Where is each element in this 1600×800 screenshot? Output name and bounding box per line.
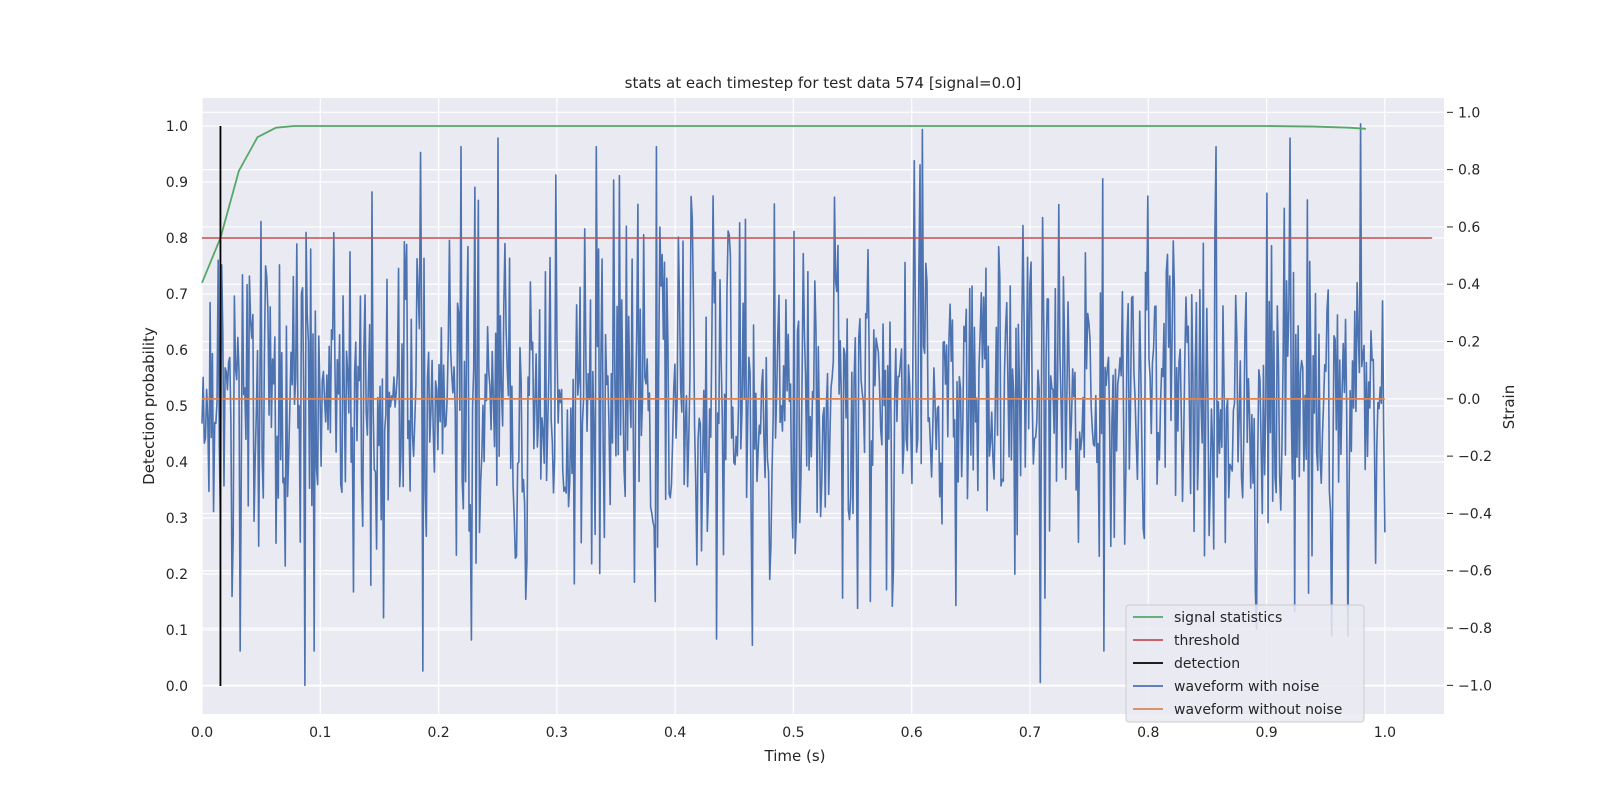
right-y-tick-label: 0.6: [1458, 220, 1480, 236]
right-y-tick-label: −1.0: [1458, 678, 1492, 694]
left-y-tick-label: 0.5: [166, 399, 188, 415]
right-y-tick-label: −0.2: [1458, 449, 1492, 465]
left-y-tick-label: 0.1: [166, 623, 188, 639]
x-axis-label: Time (s): [764, 747, 826, 765]
right-y-tick-label: −0.6: [1458, 564, 1492, 580]
x-tick-label: 0.9: [1255, 725, 1277, 741]
legend-label-waveform-with-noise: waveform with noise: [1174, 679, 1319, 695]
chart-title: stats at each timestep for test data 574…: [625, 74, 1022, 92]
right-y-tick-label: −0.4: [1458, 506, 1492, 522]
left-y-tick-label: 0.0: [166, 679, 188, 695]
right-y-axis-ticks: −1.0 −0.8 −0.6 −0.4 −0.2 0.0 0.2 0.4 0.6 0.8 1.0: [1447, 105, 1492, 694]
legend-label-threshold: threshold: [1174, 633, 1240, 649]
x-tick-label: 0.7: [1019, 725, 1041, 741]
x-tick-label: 1.0: [1374, 725, 1396, 741]
right-y-tick-label: 0.0: [1458, 392, 1480, 408]
series-signal-statistics: [201, 125, 1366, 284]
legend-box: [1125, 604, 1365, 723]
x-tick-label: 0.3: [546, 725, 568, 741]
right-y-tick-label: 1.0: [1458, 105, 1480, 121]
left-y-tick-label: 0.2: [166, 567, 188, 583]
x-tick-label: 0.1: [309, 725, 331, 741]
left-y-tick-label: 0.8: [166, 231, 188, 247]
x-tick-label: 0.0: [191, 725, 213, 741]
x-tick-label: 0.5: [782, 725, 804, 741]
x-tick-label: 0.2: [427, 725, 449, 741]
legend: signal statistics threshold detection wa…: [1125, 604, 1365, 723]
left-y-tick-label: 0.6: [166, 343, 188, 359]
left-y-tick-label: 0.9: [166, 175, 188, 191]
left-y-axis-ticks: 0.0 0.1 0.2 0.3 0.4 0.5 0.6 0.7 0.8 0.9 1.0: [166, 119, 188, 695]
left-y-axis-label: Detection probability: [140, 327, 158, 485]
legend-label-detection: detection: [1174, 656, 1240, 672]
x-tick-label: 0.6: [901, 725, 923, 741]
plot-lines: [201, 122, 1433, 687]
legend-label-signal-statistics: signal statistics: [1174, 610, 1282, 626]
right-y-tick-label: 0.2: [1458, 335, 1480, 351]
x-axis-ticks: 0.0 0.1 0.2 0.3 0.4 0.5 0.6 0.7 0.8 0.9 1.0: [191, 725, 1396, 741]
left-y-tick-label: 0.4: [166, 455, 188, 471]
left-y-tick-label: 1.0: [166, 119, 188, 135]
right-y-tick-label: 0.8: [1458, 163, 1480, 179]
x-tick-label: 0.4: [664, 725, 686, 741]
right-y-tick-label: 0.4: [1458, 277, 1480, 293]
series-waveform-with-noise: [201, 122, 1386, 687]
right-y-tick-label: −0.8: [1458, 621, 1492, 637]
legend-label-waveform-without-noise: waveform without noise: [1174, 702, 1342, 718]
x-tick-label: 0.8: [1137, 725, 1159, 741]
left-y-tick-label: 0.7: [166, 287, 188, 303]
right-y-axis-label: Strain: [1500, 385, 1518, 429]
left-y-tick-label: 0.3: [166, 511, 188, 527]
